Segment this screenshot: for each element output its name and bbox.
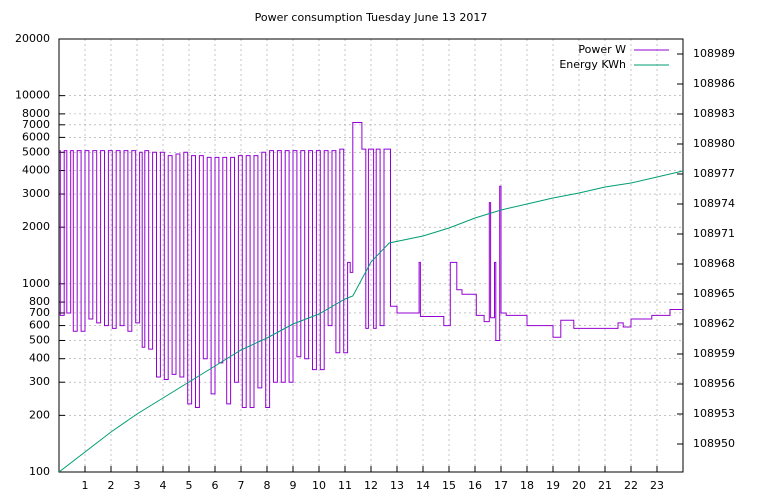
y2-tick-label: 108971 [693, 227, 735, 240]
x-tick-label: 18 [520, 479, 534, 492]
series-line [59, 170, 683, 472]
y2-tick-label: 108965 [693, 287, 735, 300]
x-tick-label: 13 [390, 479, 404, 492]
y-tick-label: 500 [29, 333, 50, 346]
y-tick-label: 300 [29, 375, 50, 388]
x-tick-label: 12 [364, 479, 378, 492]
x-tick-label: 11 [338, 479, 352, 492]
x-tick-label: 9 [290, 479, 297, 492]
x-tick-label: 14 [416, 479, 430, 492]
y2-tick-label: 108980 [693, 137, 735, 150]
y2-tick-label: 108977 [693, 167, 735, 180]
x-tick-label: 3 [134, 479, 141, 492]
legend-label: Energy KWh [559, 58, 626, 71]
series-line [59, 121, 683, 409]
x-tick-label: 22 [624, 479, 638, 492]
y-tick-label: 100 [29, 465, 50, 478]
x-tick-label: 7 [238, 479, 245, 492]
y-tick-label: 8000 [22, 107, 50, 120]
y-tick-label: 800 [29, 295, 50, 308]
y2-tick-label: 108983 [693, 107, 735, 120]
x-tick-label: 2 [108, 479, 115, 492]
x-tick-label: 16 [468, 479, 482, 492]
y-tick-label: 2000 [22, 220, 50, 233]
x-tick-label: 8 [264, 479, 271, 492]
y2-tick-label: 108962 [693, 317, 735, 330]
y2-tick-label: 108956 [693, 377, 735, 390]
y-tick-label: 700 [29, 306, 50, 319]
x-tick-label: 1 [82, 479, 89, 492]
x-tick-label: 19 [546, 479, 560, 492]
y2-tick-label: 108950 [693, 437, 735, 450]
x-tick-label: 20 [572, 479, 586, 492]
y2-tick-label: 108986 [693, 77, 735, 90]
y2-tick-label: 108974 [693, 197, 735, 210]
x-tick-label: 10 [312, 479, 326, 492]
y-tick-label: 1000 [22, 277, 50, 290]
x-tick-label: 6 [212, 479, 219, 492]
y-tick-label: 20000 [15, 32, 50, 45]
y-tick-label: 10000 [15, 89, 50, 102]
y-tick-label: 5000 [22, 145, 50, 158]
y2-tick-label: 108959 [693, 347, 735, 360]
y-tick-label: 400 [29, 352, 50, 365]
y-tick-label: 7000 [22, 118, 50, 131]
x-tick-label: 17 [494, 479, 508, 492]
x-tick-label: 23 [650, 479, 664, 492]
plot-frame [58, 38, 684, 473]
y-tick-label: 6000 [22, 130, 50, 143]
y2-tick-label: 108989 [693, 47, 735, 60]
x-tick-label: 21 [598, 479, 612, 492]
y-tick-label: 200 [29, 408, 50, 421]
y-tick-label: 600 [29, 319, 50, 332]
x-tick-label: 4 [160, 479, 167, 492]
x-tick-label: 15 [442, 479, 456, 492]
chart-title: Power consumption Tuesday June 13 2017 [255, 11, 488, 24]
x-tick-label: 5 [186, 479, 193, 492]
legend-label: Power W [578, 43, 626, 56]
y-tick-label: 4000 [22, 164, 50, 177]
y-tick-label: 3000 [22, 187, 50, 200]
y2-tick-label: 108968 [693, 257, 735, 270]
y2-tick-label: 108953 [693, 407, 735, 420]
